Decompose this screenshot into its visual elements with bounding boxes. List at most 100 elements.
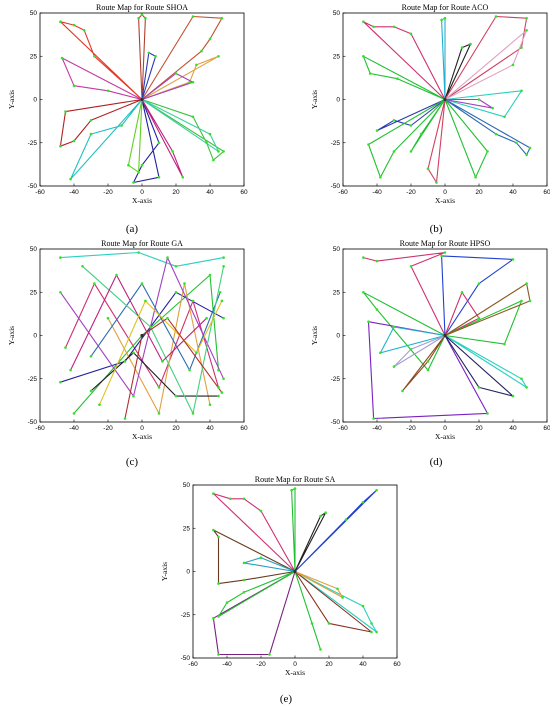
customer-node <box>188 368 191 372</box>
customer-node <box>137 16 140 20</box>
customer-node <box>82 29 86 32</box>
customer-node <box>443 16 447 20</box>
route-line <box>362 55 446 101</box>
x-tick-label: -60 <box>338 189 348 196</box>
customer-node <box>324 511 327 514</box>
customer-node <box>392 150 396 153</box>
x-tick-label: 20 <box>475 425 483 432</box>
y-axis-label: Y-axis <box>7 326 16 345</box>
customer-node <box>222 316 225 320</box>
chart-title: Route Map for Route GA <box>101 239 183 248</box>
customer-node <box>344 518 348 521</box>
customer-node <box>477 282 481 285</box>
customer-node <box>137 251 140 254</box>
x-tick-label: 0 <box>443 425 447 432</box>
customer-node <box>435 181 438 184</box>
customer-node <box>375 630 378 634</box>
y-tick-label: -50 <box>181 655 191 662</box>
customer-node <box>368 72 372 75</box>
customer-node <box>217 653 220 656</box>
customer-node <box>89 389 93 393</box>
x-tick-label: -20 <box>103 425 113 432</box>
customer-node <box>59 380 62 384</box>
x-tick-label: -60 <box>35 425 45 432</box>
customer-node <box>59 291 62 294</box>
x-axis-label: X-axis <box>435 432 455 441</box>
route-line <box>141 15 223 100</box>
caption-d: (d) <box>430 456 443 468</box>
route-layer <box>212 487 378 656</box>
customer-node <box>327 622 331 625</box>
customer-node <box>511 394 515 398</box>
depot-node <box>443 97 447 102</box>
customer-node <box>93 282 96 285</box>
y-tick-label: 25 <box>30 289 38 296</box>
route-line <box>441 255 514 336</box>
x-axis-label: X-axis <box>285 668 305 677</box>
route-line <box>362 291 446 371</box>
customer-node <box>503 342 506 346</box>
route-line <box>367 99 446 178</box>
customer-node <box>191 115 195 119</box>
y-tick-label: -25 <box>28 140 38 147</box>
depot-node <box>293 569 297 574</box>
customer-node <box>212 528 215 532</box>
depot-node <box>443 333 447 338</box>
customer-node <box>218 291 222 294</box>
customer-node <box>191 412 195 415</box>
depot-node <box>140 333 144 338</box>
x-tick-label: -40 <box>372 189 382 196</box>
route-line <box>98 300 223 405</box>
customer-node <box>375 488 378 492</box>
customer-node <box>212 492 215 495</box>
customer-node <box>220 299 224 303</box>
customer-node <box>477 98 481 101</box>
customer-node <box>379 351 382 355</box>
customer-node <box>195 351 198 355</box>
customer-node <box>205 316 208 320</box>
customer-node <box>242 591 246 594</box>
route-line <box>132 99 160 184</box>
customer-node <box>362 291 365 294</box>
route-line <box>61 57 143 101</box>
customer-node <box>372 25 375 29</box>
customer-node <box>396 77 399 80</box>
customer-node <box>419 132 423 136</box>
route-line <box>294 571 373 633</box>
customer-node <box>191 15 195 18</box>
customer-node <box>319 514 322 518</box>
caption-e: (e) <box>280 693 293 705</box>
customer-node <box>290 488 293 492</box>
route-line <box>59 21 143 100</box>
route-line <box>444 335 528 388</box>
customer-node <box>319 648 322 651</box>
route-line <box>444 90 523 118</box>
x-tick-label: 40 <box>509 425 517 432</box>
customer-node <box>69 177 72 181</box>
y-tick-label: 50 <box>30 10 38 17</box>
customer-node <box>222 377 225 381</box>
x-tick-label: 20 <box>172 189 180 196</box>
customer-node <box>525 29 528 32</box>
customer-node <box>520 299 523 303</box>
customer-node <box>195 63 198 67</box>
customer-node <box>59 20 62 24</box>
customer-node <box>208 403 212 407</box>
y-tick-label: -50 <box>331 419 341 426</box>
x-tick-label: -20 <box>103 189 113 196</box>
customer-node <box>106 316 110 320</box>
y-tick-label: 50 <box>333 10 341 17</box>
customer-node <box>443 251 447 254</box>
customer-node <box>367 143 370 146</box>
customer-node <box>217 386 220 389</box>
caption-c: (c) <box>126 456 139 468</box>
y-tick-label: 25 <box>333 289 341 296</box>
customer-node <box>208 132 212 136</box>
panel-shoa: Route Map for Route SHOA -60 -40 -20 0 20 40 60… <box>7 3 248 205</box>
customer-node <box>511 258 515 261</box>
customer-node <box>220 16 224 20</box>
y-tick-label: -25 <box>28 376 38 383</box>
route-line <box>444 43 472 100</box>
x-tick-label: 20 <box>475 189 483 196</box>
